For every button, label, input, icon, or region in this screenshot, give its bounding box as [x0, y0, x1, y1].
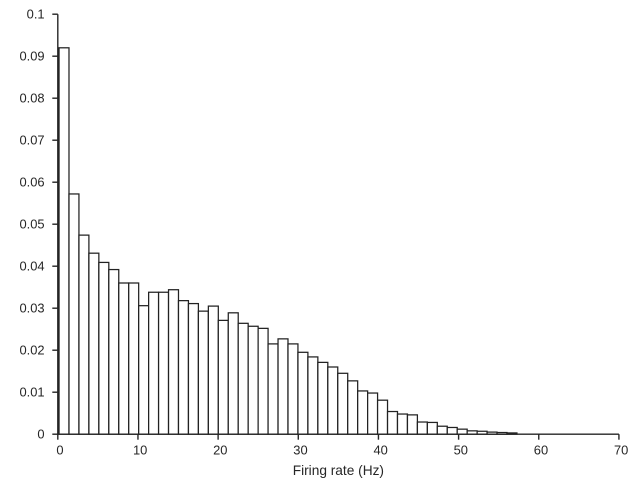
- svg-text:40: 40: [373, 442, 387, 457]
- svg-text:0.07: 0.07: [20, 132, 45, 147]
- svg-text:0.05: 0.05: [20, 216, 45, 231]
- svg-text:0.03: 0.03: [20, 300, 45, 315]
- svg-text:0.09: 0.09: [20, 48, 45, 63]
- svg-text:Firing rate (Hz): Firing rate (Hz): [293, 463, 384, 478]
- svg-text:0: 0: [56, 442, 63, 457]
- svg-text:0.04: 0.04: [20, 258, 45, 273]
- svg-text:10: 10: [133, 442, 147, 457]
- svg-text:0.02: 0.02: [20, 342, 45, 357]
- svg-text:70: 70: [614, 442, 628, 457]
- svg-text:0.1: 0.1: [27, 6, 45, 21]
- svg-text:50: 50: [454, 442, 468, 457]
- svg-text:30: 30: [293, 442, 307, 457]
- svg-text:0: 0: [37, 426, 44, 441]
- svg-text:0.08: 0.08: [20, 90, 45, 105]
- svg-text:20: 20: [213, 442, 227, 457]
- svg-text:60: 60: [534, 442, 548, 457]
- svg-text:0.01: 0.01: [20, 384, 45, 399]
- svg-text:0.06: 0.06: [20, 174, 45, 189]
